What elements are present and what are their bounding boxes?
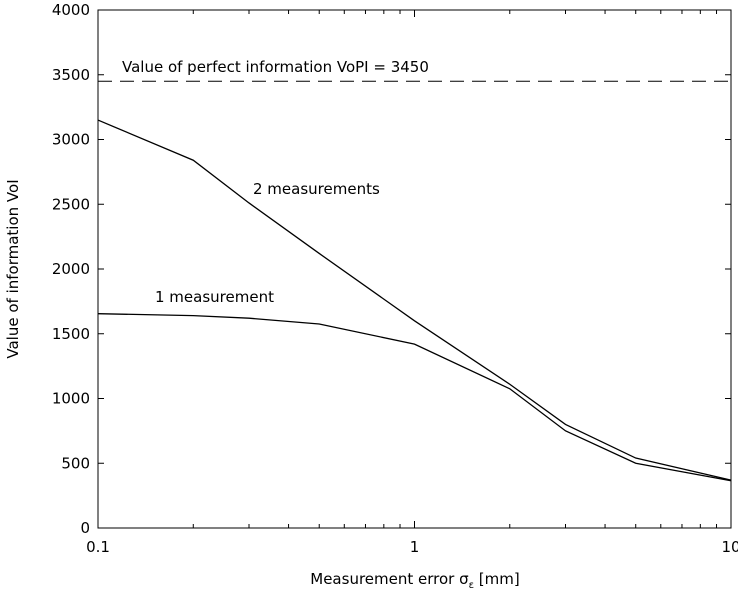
y-tick-label: 4000: [52, 1, 90, 19]
y-tick-label: 1500: [52, 325, 90, 343]
y-tick-label: 1000: [52, 390, 90, 408]
x-label-main: Measurement error σ: [310, 570, 469, 588]
x-tick-label: 10: [721, 538, 738, 556]
y-tick-label: 2500: [52, 195, 90, 213]
x-label-sub: ε: [469, 580, 474, 591]
y-tick-label: 2000: [52, 260, 90, 278]
series-label: 1 measurement: [155, 288, 274, 306]
y-tick-label: 3000: [52, 131, 90, 149]
plot-frame: [97, 9, 732, 529]
series-label: 2 measurements: [253, 180, 380, 198]
x-tick-label: 1: [410, 538, 420, 556]
y-tick-label: 3500: [52, 66, 90, 84]
x-axis-label: Measurement error σε [mm]: [310, 570, 519, 591]
x-label-unit: [mm]: [474, 570, 520, 588]
x-tick-label: 0.1: [86, 538, 110, 556]
y-tick-label: 500: [61, 454, 90, 472]
y-tick-label: 0: [80, 519, 90, 537]
line-series: [97, 313, 732, 482]
reference-label: Value of perfect information VoPI = 3450: [122, 58, 429, 76]
line-series: [97, 119, 732, 481]
y-axis-label: Value of information VoI: [4, 179, 22, 358]
